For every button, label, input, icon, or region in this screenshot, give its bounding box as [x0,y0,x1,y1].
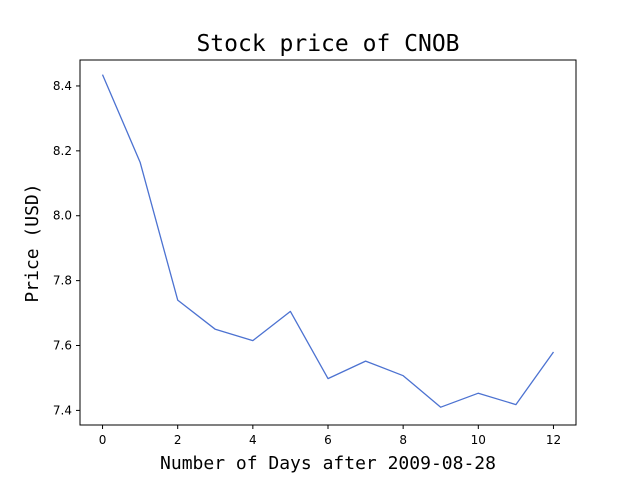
y-tick-label: 7.6 [53,339,72,353]
x-tick-label: 12 [546,433,561,447]
y-tick-label: 7.8 [53,274,72,288]
y-tick-label: 8.4 [53,79,72,93]
plot-frame [79,59,577,426]
x-axis-ticks: 0 2 4 6 8 10 12 [99,425,561,447]
y-tick-label: 8.2 [53,144,72,158]
x-tick-label: 4 [249,433,257,447]
y-axis-label: Price (USD) [22,183,43,302]
x-axis-label: Number of Days after 2009-08-28 [160,453,496,474]
x-tick-label: 10 [471,433,486,447]
x-tick-label: 6 [324,433,332,447]
y-tick-label: 8.0 [53,209,72,223]
y-tick-label: 7.4 [53,403,72,417]
series-line [101,74,555,408]
chart-title: Stock price of CNOB [196,31,459,57]
x-tick-label: 0 [99,433,107,447]
y-axis-ticks: 7.4 7.6 7.8 8.0 8.2 8.4 [53,79,80,417]
series-layer [101,74,555,408]
x-tick-label: 8 [399,433,407,447]
x-tick-label: 2 [174,433,182,447]
